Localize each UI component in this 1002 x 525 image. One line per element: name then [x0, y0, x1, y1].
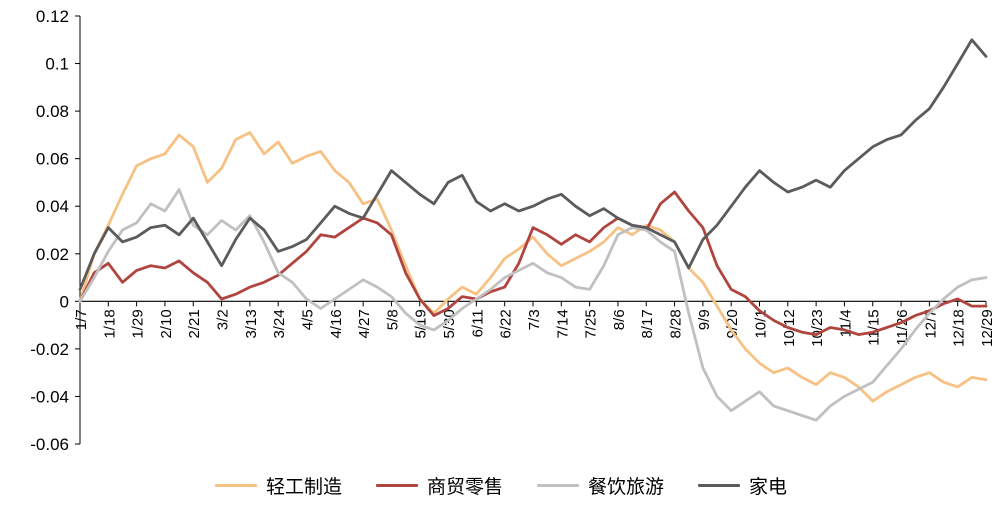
x-tick-label: 7/25 — [583, 309, 600, 338]
x-tick-label: 7/3 — [526, 309, 543, 330]
x-tick-label: 11/15 — [866, 309, 883, 345]
legend-label: 家电 — [749, 477, 788, 498]
legend-item: 轻工制造 — [214, 472, 342, 499]
x-tick-label: 4/27 — [356, 309, 373, 338]
legend-label: 餐饮旅游 — [588, 477, 665, 498]
legend-line-swatch — [698, 484, 741, 487]
legend-line-swatch — [375, 484, 418, 487]
series-line-2 — [78, 188, 988, 422]
x-tick-label: 10/23 — [809, 309, 826, 347]
y-tick-label: 0.06 — [36, 150, 69, 169]
x-tick-label: 4/16 — [328, 309, 345, 338]
x-tick-label: 2/21 — [186, 309, 203, 338]
x-tick-label: 6/11 — [469, 309, 486, 337]
y-tick-label: -0.02 — [30, 340, 69, 359]
legend-line-swatch — [537, 484, 579, 487]
x-tick-label: 3/24 — [271, 309, 288, 338]
x-tick-label: 1/7 — [73, 309, 90, 330]
x-tick-label: 8/17 — [639, 309, 656, 338]
x-tick-label: 7/14 — [554, 309, 571, 338]
x-tick-label: 9/20 — [724, 309, 741, 338]
legend-item: 餐饮旅游 — [537, 472, 664, 499]
chart-legend: 轻工制造 商贸零售 餐饮旅游 家电 — [0, 458, 1002, 499]
y-tick-label: 0.02 — [36, 245, 69, 264]
y-tick-label: 0.04 — [36, 197, 69, 216]
x-tick-label: 1/18 — [101, 309, 118, 338]
y-tick-label: 0.12 — [36, 7, 69, 26]
x-tick-label: 12/18 — [951, 309, 968, 347]
x-tick-label: 4/5 — [300, 309, 317, 330]
y-tick-label: -0.04 — [30, 387, 69, 406]
legend-label: 商贸零售 — [426, 477, 503, 498]
x-tick-label: 8/6 — [611, 309, 628, 330]
x-tick-label: 3/2 — [215, 309, 232, 330]
x-tick-label: 12/29 — [979, 309, 996, 347]
chart-plot-area: 0.12 0.1 0.08 0.06 0.04 0.02 0 -0.02 -0.04 -0.06 1… — [30, 7, 996, 454]
y-tick-label: 0 — [60, 292, 69, 311]
series-line-0 — [78, 131, 988, 403]
x-tick-label: 5/8 — [384, 309, 401, 330]
x-tick-label: 1/29 — [130, 309, 147, 338]
series-line-1 — [78, 190, 988, 337]
x-tick-label: 9/9 — [696, 309, 713, 330]
y-tick-label: 0.1 — [45, 55, 69, 74]
x-tick-label: 2/10 — [158, 309, 175, 338]
legend-label: 轻工制造 — [265, 477, 342, 498]
y-tick-label: -0.06 — [30, 435, 69, 454]
series-line-3 — [78, 38, 988, 291]
x-tick-label: 10/1 — [753, 309, 770, 338]
x-tick-label: 8/28 — [668, 309, 685, 338]
x-tick-label: 3/13 — [243, 309, 260, 338]
legend-line-swatch — [214, 484, 257, 487]
x-tick-label: 5/19 — [413, 309, 430, 338]
y-tick-label: 0.08 — [36, 102, 69, 121]
legend-item: 家电 — [698, 472, 787, 499]
legend-item: 商贸零售 — [375, 472, 503, 499]
x-tick-label: 6/22 — [498, 309, 515, 338]
